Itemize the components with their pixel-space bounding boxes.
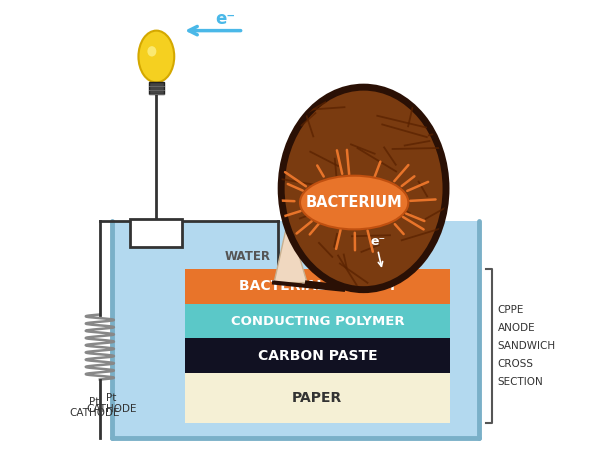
Text: BACTERIUM: BACTERIUM <box>306 195 403 210</box>
Text: SANDWICH: SANDWICH <box>498 341 556 351</box>
Bar <box>130 219 182 247</box>
Polygon shape <box>274 219 307 283</box>
Bar <box>185 373 449 423</box>
Text: SECTION: SECTION <box>498 377 544 387</box>
Text: ANODE: ANODE <box>498 323 535 333</box>
Text: CROSS: CROSS <box>498 359 534 369</box>
Text: BACTERIAL BIOFILM: BACTERIAL BIOFILM <box>239 279 395 293</box>
Text: PAPER: PAPER <box>292 391 343 405</box>
Bar <box>185 338 449 373</box>
Bar <box>185 269 449 304</box>
Text: WATER: WATER <box>224 250 271 262</box>
Text: CARBON PASTE: CARBON PASTE <box>257 349 377 363</box>
Text: Pt
CATHODE: Pt CATHODE <box>86 392 137 414</box>
Text: e⁻: e⁻ <box>370 235 385 248</box>
Bar <box>112 221 479 438</box>
Text: CONDUCTING POLYMER: CONDUCTING POLYMER <box>230 315 404 327</box>
Bar <box>185 304 449 338</box>
Text: e⁻: e⁻ <box>215 9 235 27</box>
Bar <box>149 82 164 94</box>
Ellipse shape <box>300 176 409 229</box>
Text: CPPE: CPPE <box>498 305 524 315</box>
Text: Pt
CATHODE: Pt CATHODE <box>69 397 119 419</box>
Ellipse shape <box>139 31 174 82</box>
Ellipse shape <box>148 46 157 57</box>
Ellipse shape <box>281 87 446 290</box>
